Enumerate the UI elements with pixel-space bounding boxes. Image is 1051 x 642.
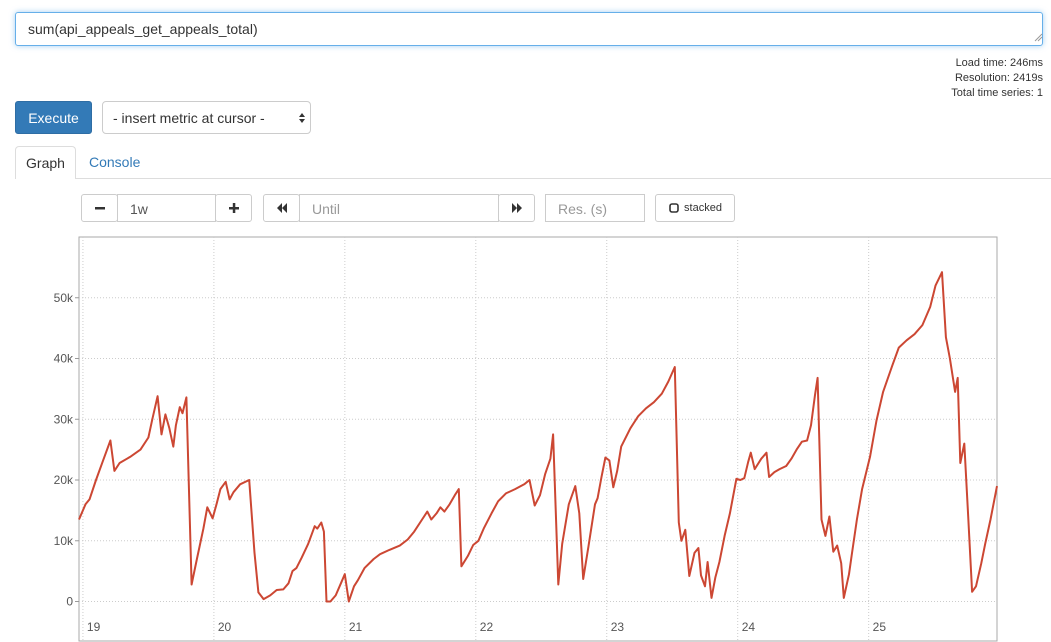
- minus-button[interactable]: [81, 194, 118, 222]
- x-tick-label: 22: [480, 620, 494, 634]
- forward-icon: [511, 203, 522, 213]
- y-tick-label: 20k: [54, 473, 74, 487]
- plot-border: [78, 236, 998, 642]
- plus-icon: [228, 203, 239, 213]
- resolution-input[interactable]: Res. (s): [545, 194, 645, 222]
- back-icon: [276, 203, 287, 213]
- stacked-label: stacked: [684, 202, 722, 214]
- stacked-button[interactable]: stacked: [655, 194, 735, 222]
- x-tick-label: 24: [742, 620, 756, 634]
- select-arrows: [299, 113, 305, 123]
- x-tick-label: 25: [873, 620, 887, 634]
- forward-button[interactable]: [498, 194, 535, 222]
- query-input[interactable]: sum(api_appeals_get_appeals_total): [15, 12, 1043, 46]
- x-tick-label: 21: [349, 620, 363, 634]
- x-tick-label: 19: [87, 620, 101, 634]
- console-tab[interactable]: Console: [89, 154, 141, 170]
- execute-button[interactable]: Execute: [15, 101, 92, 134]
- plus-button[interactable]: [215, 194, 252, 222]
- y-tick-label: 10k: [54, 534, 74, 548]
- minus-icon: [94, 207, 105, 210]
- y-tick-label: 30k: [54, 412, 74, 426]
- resolution: Resolution: 2419s: [954, 72, 1043, 84]
- series-line: [78, 271, 998, 603]
- load-time: Load time: 246ms: [955, 57, 1043, 69]
- tab-border: [75, 178, 1051, 179]
- resize-grip: [1034, 33, 1043, 42]
- y-tick-label: 40k: [54, 352, 74, 366]
- y-tick-label: 50k: [54, 291, 74, 305]
- x-tick-label: 23: [611, 620, 625, 634]
- metric-select[interactable]: - insert metric at cursor -: [102, 101, 311, 134]
- graph-tab[interactable]: Graph: [15, 146, 76, 179]
- y-tick-label: 0: [66, 595, 73, 609]
- metric-select-label: - insert metric at cursor -: [113, 110, 265, 126]
- series-count: Total time series: 1: [951, 87, 1043, 99]
- stacked-icon: [669, 203, 679, 213]
- x-tick-label: 20: [218, 620, 232, 634]
